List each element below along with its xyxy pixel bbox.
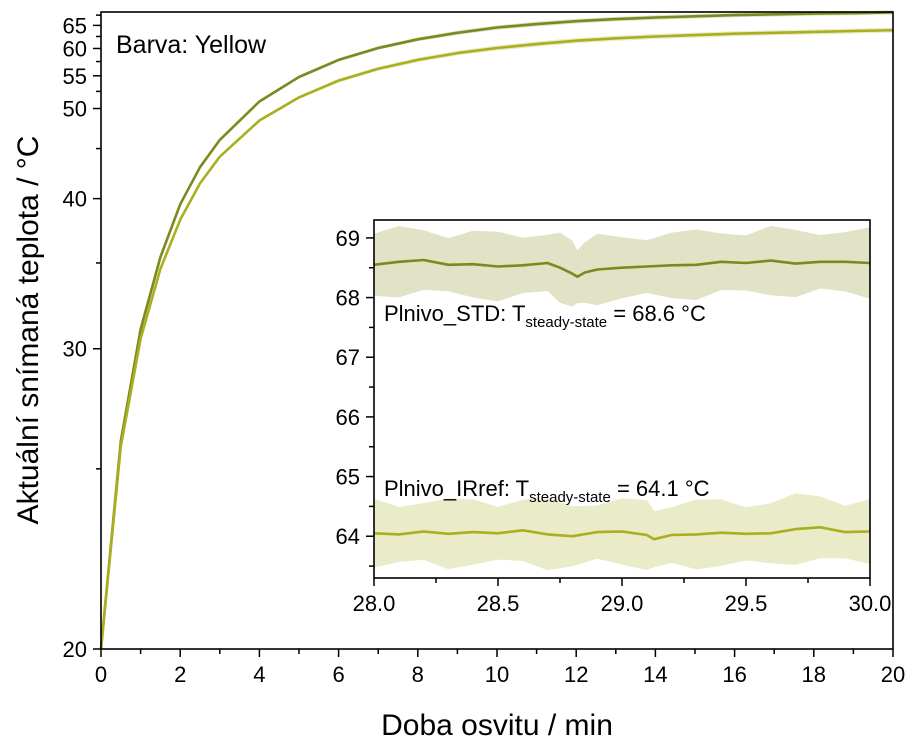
- inset-label-irref-sub: steady-state: [529, 489, 611, 506]
- inset-x-tick-label: 28.5: [477, 591, 520, 616]
- main-x-tick-label: 12: [564, 662, 588, 687]
- main-y-tick-label: 20: [63, 637, 87, 662]
- panel-annotation: Barva: Yellow: [116, 31, 267, 59]
- inset-label-irref-suffix: = 64.1 °C: [611, 476, 710, 501]
- main-x-tick-label: 0: [95, 662, 107, 687]
- main-axis-ticks: [93, 14, 894, 657]
- main-x-tick-label: 2: [174, 662, 186, 687]
- main-x-tick-label: 10: [485, 662, 509, 687]
- inset-y-tick-label: 69: [336, 226, 360, 251]
- main-x-tick-label: 14: [643, 662, 667, 687]
- main-y-tick-label: 65: [63, 13, 87, 38]
- inset-label-std-sub: steady-state: [525, 314, 607, 331]
- y-axis-label: Aktuální snímaná teplota / °C: [12, 136, 45, 525]
- inset-y-tick-label: 66: [336, 405, 360, 430]
- inset-band-series-1: [374, 225, 870, 307]
- main-x-tick-label: 16: [722, 662, 746, 687]
- main-x-tick-label: 18: [802, 662, 826, 687]
- inset-line-series-1: [373, 258, 871, 279]
- inset-x-tick-label: 28.0: [353, 591, 396, 616]
- inset-label-irref: Plnivo_IRref: Tsteady-state = 64.1 °C: [384, 476, 710, 506]
- inset-x-tick-label: 29.5: [725, 591, 768, 616]
- inset-x-tick-label: 29.0: [601, 591, 644, 616]
- inset-label-std-prefix: Plnivo_STD: T: [384, 301, 525, 326]
- main-x-tick-label: 4: [253, 662, 265, 687]
- x-axis-label: Doba osvitu / min: [381, 709, 613, 742]
- inset-axis-ticks: [366, 237, 871, 586]
- main-line-series-2: [99, 28, 894, 650]
- inset-y-tick-label: 65: [336, 465, 360, 490]
- main-x-tick-label: 8: [412, 662, 424, 687]
- inset-label-std-suffix: = 68.6 °C: [607, 301, 706, 326]
- main-x-tick-label: 20: [881, 662, 905, 687]
- inset-y-tick-labels: 64 65 66 67 68 69: [336, 226, 360, 549]
- main-x-tick-labels: 0 2 4 6 8 10 12 14 16 18 20: [95, 662, 905, 687]
- main-y-tick-label: 60: [63, 36, 87, 61]
- inset-line-series-2: [373, 525, 871, 541]
- main-line-series-1: [99, 11, 894, 650]
- inset-x-tick-labels: 28.0 28.5 29.0 29.5 30.0: [353, 591, 892, 616]
- main-x-tick-label: 6: [332, 662, 344, 687]
- inset-label-irref-prefix: Plnivo_IRref: T: [384, 476, 529, 501]
- main-y-tick-label: 30: [63, 337, 87, 362]
- main-y-tick-label: 50: [63, 97, 87, 122]
- main-y-tick-label: 55: [63, 64, 87, 89]
- inset-y-tick-label: 68: [336, 286, 360, 311]
- main-series-lines: [99, 11, 894, 650]
- inset-series-lines: [373, 258, 871, 541]
- inset-label-std: Plnivo_STD: Tsteady-state = 68.6 °C: [384, 301, 706, 331]
- main-y-tick-label: 40: [63, 187, 87, 212]
- inset-x-tick-label: 30.0: [849, 591, 892, 616]
- inset-y-tick-label: 64: [336, 524, 360, 549]
- inset-y-tick-label: 67: [336, 345, 360, 370]
